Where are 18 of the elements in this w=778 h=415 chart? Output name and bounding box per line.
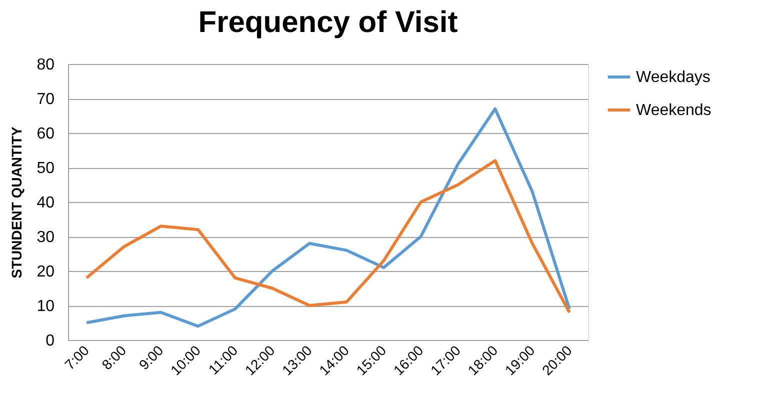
y-axis-title: STUNDENT QUANTITY	[8, 126, 25, 278]
y-tick-label: 10	[36, 298, 55, 315]
y-tick-label: 20	[36, 264, 55, 280]
x-tick-label: 7:00	[61, 342, 92, 373]
line-series	[85, 159, 571, 314]
x-tick-label: 8:00	[98, 342, 130, 373]
y-tick-label: 70	[36, 91, 55, 108]
line-series	[85, 107, 571, 328]
y-tick-label: 0	[46, 332, 55, 350]
x-tick-label: 9:00	[136, 342, 166, 373]
legend-label: Weekends	[636, 102, 712, 119]
y-tick-label: 30	[36, 229, 55, 246]
chart-title: Frequency of Visit	[198, 6, 458, 39]
y-tick-label: 40	[36, 194, 55, 212]
y-tick-label: 60	[36, 126, 55, 142]
y-tick-label: 50	[36, 160, 55, 177]
legend-label: Weekdays	[636, 69, 710, 86]
y-tick-label: 80	[36, 56, 55, 74]
